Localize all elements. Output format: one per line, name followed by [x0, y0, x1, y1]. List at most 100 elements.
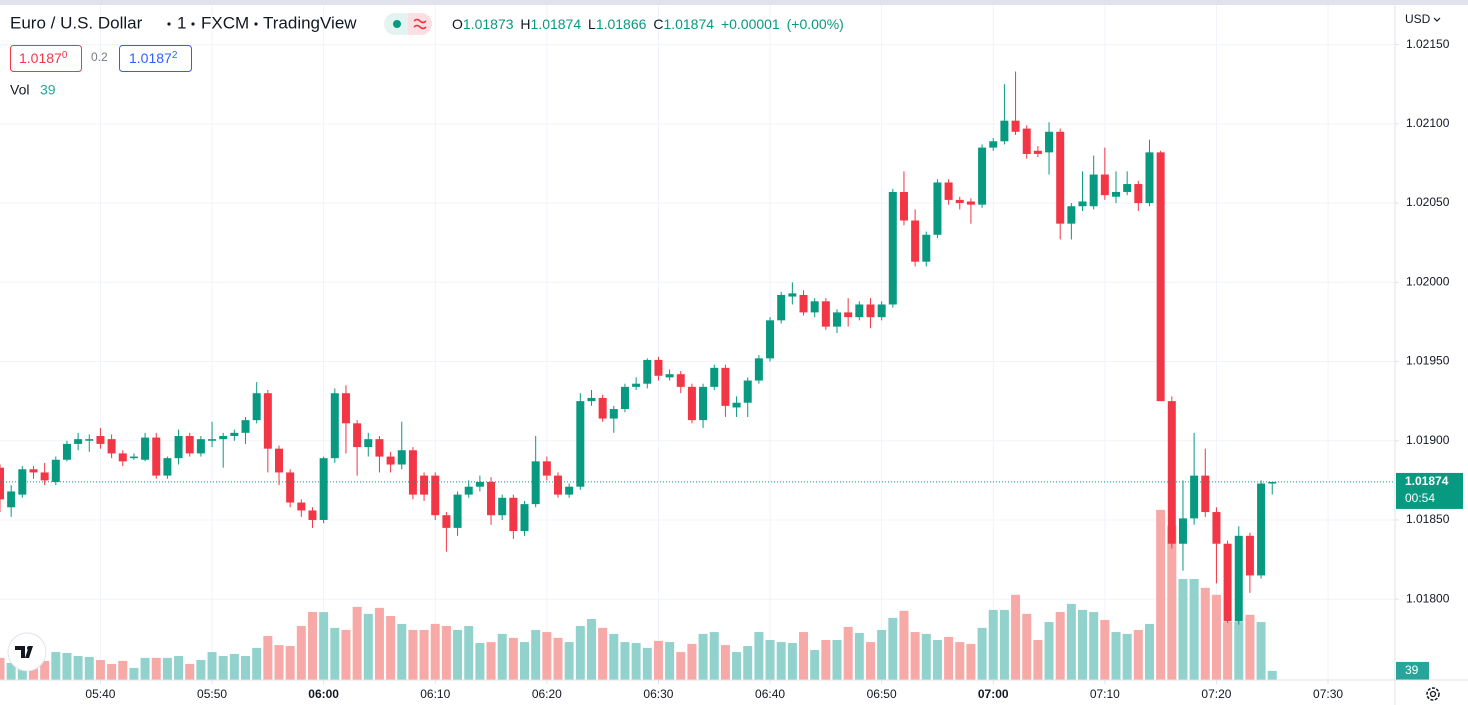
candle-body: [978, 147, 987, 205]
legend-value: 1.01873: [463, 16, 514, 32]
interval: 1: [177, 13, 186, 32]
candle-body: [1178, 518, 1187, 544]
candle-body: [799, 294, 808, 313]
candle-body: [1223, 543, 1232, 622]
volume-bar: [1100, 619, 1110, 680]
candle-body: [7, 491, 16, 508]
last-price-tag: [1396, 472, 1463, 509]
candle-body: [576, 401, 585, 487]
candle-body: [1067, 206, 1076, 224]
candle-body: [353, 423, 362, 448]
brand: TradingView: [263, 13, 357, 32]
candle-body: [1167, 401, 1176, 544]
volume-bar: [966, 643, 976, 680]
volume-bar: [1133, 629, 1143, 680]
candle-body: [475, 481, 484, 487]
candle-body: [821, 301, 830, 327]
candle-body: [1156, 152, 1165, 402]
candle-body: [1268, 481, 1277, 484]
y-tick-label: 1.02000: [1406, 274, 1450, 288]
candle-body: [598, 397, 607, 419]
volume-bar: [497, 633, 507, 680]
candle-body: [230, 432, 239, 436]
buy-main: 1.0187: [129, 50, 172, 66]
candle-body: [855, 304, 864, 318]
volume-bar: [888, 617, 898, 680]
logo[interactable]: [7, 632, 47, 672]
buy-box: [119, 45, 192, 72]
volume-bar: [263, 636, 273, 680]
volume-bar: [319, 612, 329, 680]
volume-bar: [1189, 578, 1199, 680]
live-dot: [393, 20, 401, 28]
candle-body: [40, 472, 49, 481]
volume-bar: [787, 642, 797, 680]
buy-button[interactable]: 1.01872: [119, 45, 192, 72]
volume-bar: [486, 642, 496, 680]
x-tick-label: 06:50: [867, 687, 897, 701]
volume-bar: [765, 639, 775, 680]
volume-bar: [542, 632, 552, 680]
volume-bar: [865, 642, 875, 680]
volume-bar: [62, 653, 72, 680]
time-axis: 05:40 05:50 06:00 06:10 06:20 06:30 06:40 06:50…: [85, 680, 1343, 701]
volume-bar: [51, 652, 61, 680]
candle-body: [85, 439, 94, 441]
gear-outer: [1426, 687, 1440, 701]
volume-bar: [1066, 603, 1076, 680]
candle-body: [877, 304, 886, 318]
legend-label: H: [520, 16, 530, 32]
candle-body: [341, 393, 350, 424]
candle-body: [565, 486, 574, 495]
pill-bg-join: [408, 13, 414, 35]
volume-bar: [1245, 614, 1255, 680]
x-tick-label: 06:40: [755, 687, 785, 701]
candle-body: [1123, 184, 1132, 192]
volume-bar: [408, 629, 418, 680]
candle-body: [51, 459, 60, 482]
volume-bar: [441, 626, 451, 680]
status-pill[interactable]: [384, 13, 432, 35]
volume-bar: [665, 642, 675, 680]
volume-bar: [307, 612, 317, 680]
candle-body: [810, 301, 819, 313]
y-tick-label: 1.02050: [1406, 195, 1450, 209]
volume-bar: [520, 642, 530, 680]
separator: [167, 22, 171, 26]
volume-bar: [162, 657, 172, 680]
spread: 0.2: [91, 50, 108, 64]
candle-body: [542, 461, 551, 476]
candle-body: [1201, 475, 1210, 513]
volume-bar: [944, 636, 954, 680]
candle-body: [654, 359, 663, 376]
candle-body: [275, 448, 283, 473]
candle-body: [263, 393, 272, 449]
currency: USD: [1405, 12, 1431, 26]
volume-bar: [151, 657, 161, 680]
x-tick-label: 06:20: [532, 687, 562, 701]
candle-body: [375, 439, 384, 457]
candle-body: [62, 443, 71, 460]
volume-bar: [386, 615, 396, 680]
volume-legend-label: Vol: [10, 82, 29, 98]
sell-button[interactable]: 1.01870: [10, 45, 82, 72]
market-icon: [413, 18, 427, 30]
volume-bar: [932, 639, 942, 680]
settings-button[interactable]: [1426, 687, 1440, 701]
volume-bar: [274, 645, 284, 680]
volume-bar: [843, 626, 853, 680]
volume-bar: [1011, 594, 1021, 680]
legend-value: 1.01874: [663, 16, 714, 32]
candle-body: [196, 439, 205, 454]
overlay: 1.01874 00:54 39: [0, 472, 1463, 680]
candle-body: [911, 220, 920, 262]
volume-bar: [1223, 622, 1233, 680]
buy-price: 1.01872: [129, 50, 178, 66]
candle-body: [330, 393, 339, 459]
sell-pip: 0: [62, 50, 68, 61]
y-tick-label: 1.01950: [1406, 354, 1450, 368]
currency-selector[interactable]: USD: [1405, 12, 1441, 26]
